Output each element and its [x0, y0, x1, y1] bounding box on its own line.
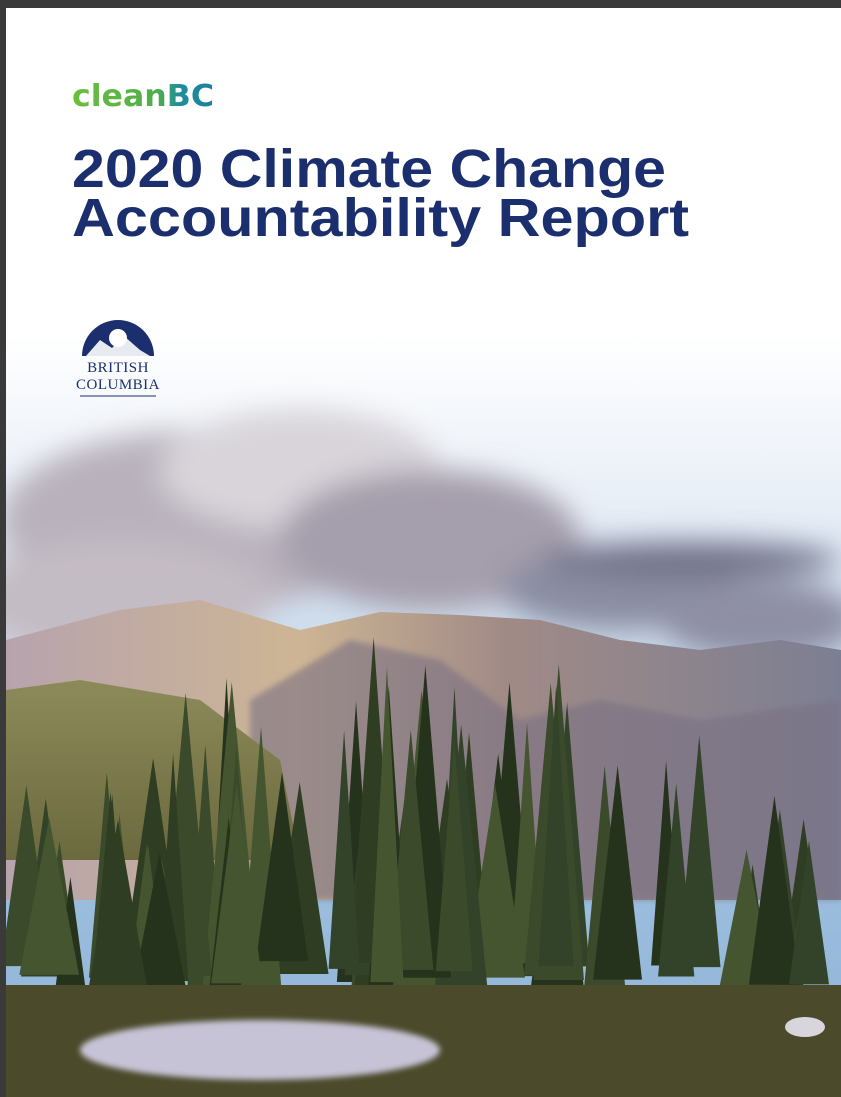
snow-patch [80, 1020, 440, 1080]
title-line: Accountability Report [72, 188, 689, 248]
rock [785, 1017, 825, 1037]
crest-text: COLUMBIA [76, 377, 160, 393]
cover: cleanBC 2020 Climate Change Accountabili… [0, 0, 841, 1097]
frame-top [0, 0, 841, 8]
crest-text: BRITISH [87, 360, 149, 376]
frame-left [0, 0, 6, 1097]
brand-logo: cleanBC [72, 79, 214, 114]
page: cleanBC 2020 Climate Change Accountabili… [0, 0, 841, 1097]
